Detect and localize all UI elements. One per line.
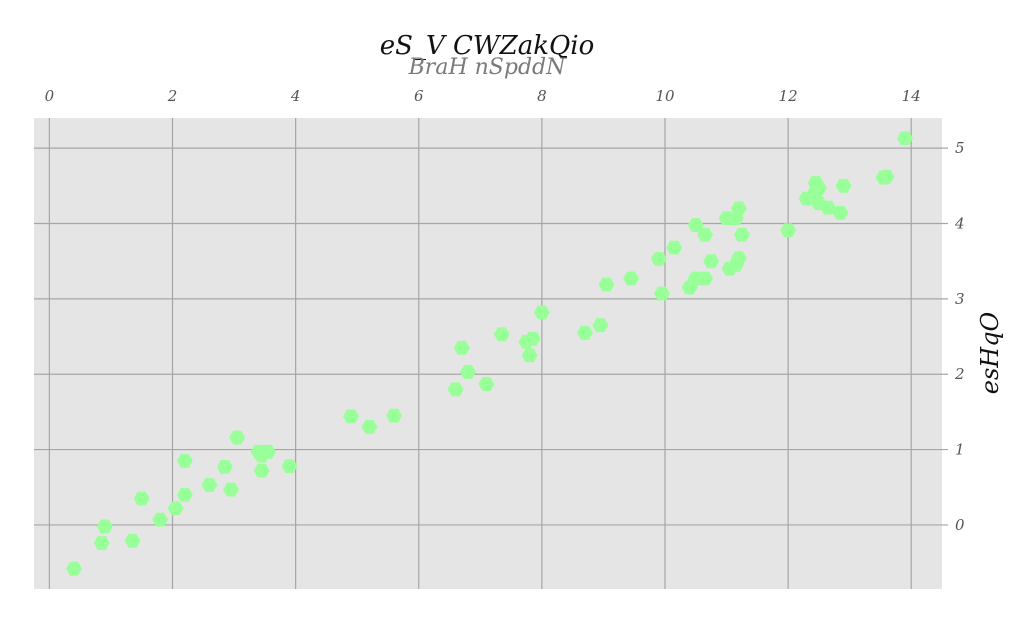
x-tick-label: 0: [45, 87, 55, 105]
data-point: [176, 453, 193, 468]
data-point: [176, 487, 193, 502]
data-point: [878, 169, 895, 184]
data-point: [730, 251, 747, 266]
plot-background: [34, 118, 942, 589]
data-point: [167, 501, 184, 516]
data-point: [386, 408, 403, 423]
data-point: [521, 348, 538, 363]
data-point: [524, 331, 541, 346]
chart-subtitle: BraH nSpddN: [408, 55, 566, 80]
y-tick-label: 2: [954, 365, 965, 383]
data-point: [447, 382, 464, 397]
grid: [34, 118, 948, 589]
y-tick-label: 1: [955, 441, 965, 459]
data-point: [96, 519, 113, 534]
x-tick-label: 2: [167, 87, 178, 105]
data-point: [832, 206, 849, 220]
data-point: [216, 459, 233, 474]
data-point: [124, 533, 141, 548]
data-point: [259, 444, 276, 459]
x-tick-labels: 0 2 4 6 8 10 12 14: [45, 87, 921, 105]
data-point: [653, 286, 670, 301]
data-point: [222, 482, 239, 497]
data-point: [835, 178, 852, 193]
y-tick-label: 5: [955, 139, 965, 157]
data-point: [459, 365, 476, 379]
x-tick-label: 10: [655, 87, 675, 105]
data-point: [697, 271, 713, 286]
data-point: [453, 340, 470, 355]
y-tick-labels: 0 1 2 3 4 5: [954, 139, 965, 534]
data-point: [733, 227, 750, 242]
data-point: [229, 430, 246, 445]
data-point: [201, 478, 218, 492]
data-point: [493, 327, 510, 342]
data-point: [703, 254, 720, 269]
data-point: [66, 561, 83, 576]
data-point: [133, 491, 150, 506]
data-point: [697, 227, 713, 242]
data-point: [93, 536, 110, 550]
data-point: [253, 463, 270, 478]
data-point: [897, 131, 914, 146]
data-point: [533, 305, 550, 320]
x-tick-label: 6: [414, 87, 424, 105]
data-point: [592, 318, 609, 333]
x-tick-label: 14: [902, 87, 921, 105]
data-point: [730, 201, 747, 216]
data-point: [576, 325, 593, 340]
x-tick-label: 4: [290, 87, 301, 105]
x-tick-label: 12: [779, 87, 798, 105]
data-point: [152, 512, 169, 527]
data-point: [820, 200, 837, 215]
data-point: [361, 420, 378, 434]
data-point: [687, 218, 704, 232]
data-point: [598, 277, 615, 292]
data-points: [66, 131, 914, 576]
chart-title: eS_V CWZakQio: [380, 31, 594, 61]
x-tick-label: 8: [537, 87, 547, 105]
data-point: [666, 240, 683, 255]
data-point: [780, 223, 797, 238]
data-point: [281, 459, 298, 474]
y-axis-label: esHqO: [976, 311, 1004, 394]
y-tick-label: 4: [954, 215, 965, 233]
y-tick-label: 3: [955, 290, 965, 308]
data-point: [650, 251, 667, 266]
data-point: [810, 181, 827, 196]
data-point: [478, 377, 495, 391]
data-point: [343, 409, 360, 424]
data-point: [623, 271, 640, 286]
y-tick-label: 0: [955, 516, 965, 534]
